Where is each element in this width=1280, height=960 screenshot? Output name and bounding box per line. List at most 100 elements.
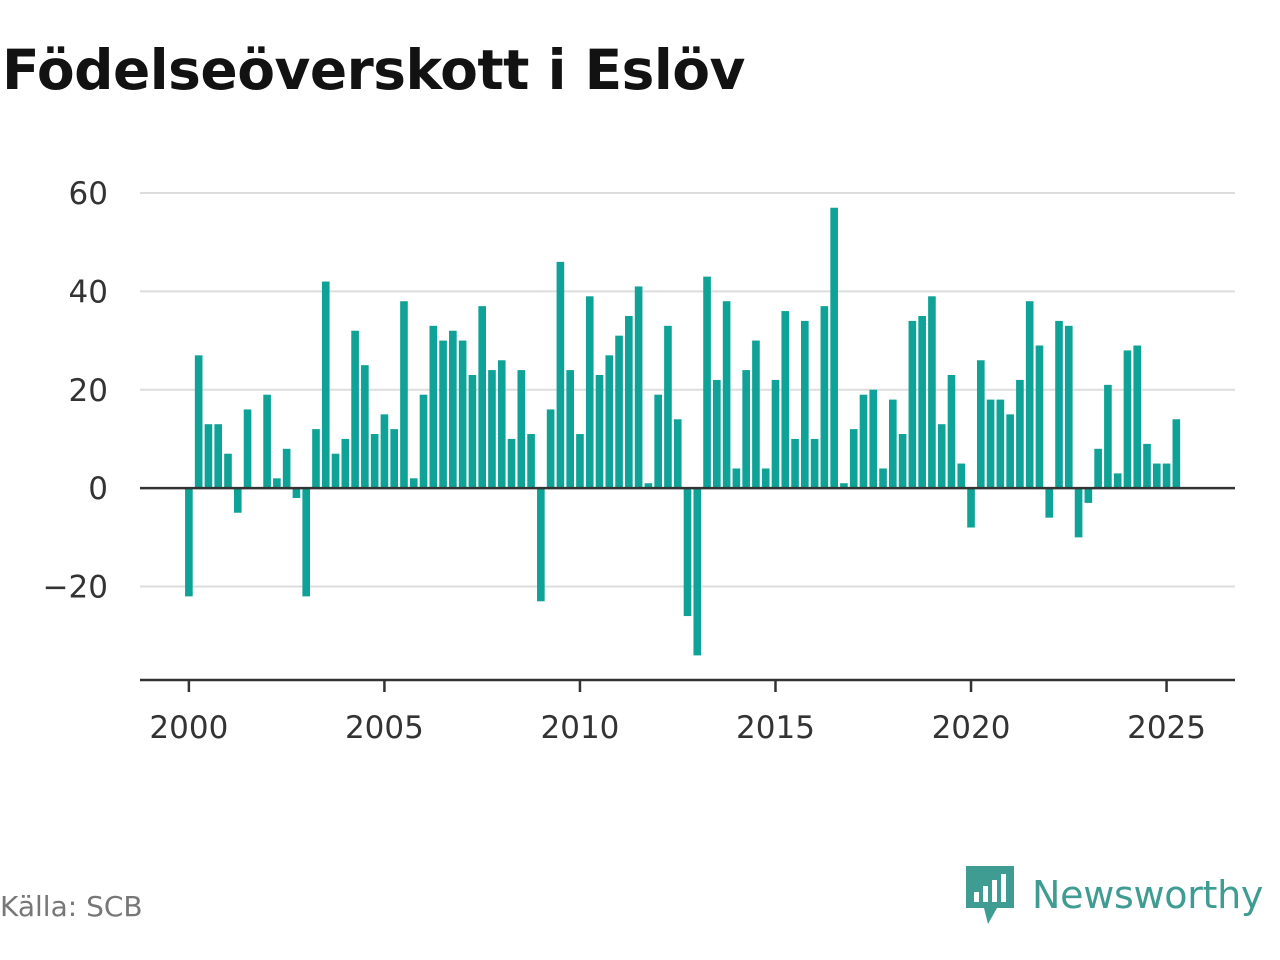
bar	[1055, 320, 1063, 489]
bar	[585, 296, 594, 489]
bar	[605, 355, 614, 489]
x-tick-label: 2015	[736, 710, 815, 746]
bar	[321, 281, 330, 489]
bar	[1006, 414, 1014, 489]
bar	[380, 414, 389, 489]
bar	[1035, 345, 1044, 489]
bar	[312, 429, 320, 489]
bars	[185, 207, 1181, 656]
bar	[869, 389, 878, 489]
bar	[351, 330, 359, 489]
bar	[771, 379, 780, 489]
bar	[439, 340, 447, 489]
bar	[1045, 488, 1054, 518]
bar	[400, 301, 408, 489]
bar	[566, 370, 574, 489]
bar	[752, 340, 760, 489]
bar	[879, 468, 887, 489]
bar	[507, 438, 516, 489]
bar	[331, 453, 340, 489]
bar	[918, 315, 926, 489]
bar	[497, 360, 506, 489]
bar	[957, 463, 966, 489]
y-tick-label: 60	[69, 176, 108, 212]
bar	[1104, 384, 1112, 489]
y-tick-label: −20	[43, 570, 108, 606]
bar	[370, 434, 379, 489]
newsworthy-logo-icon	[966, 866, 1014, 924]
brand-name: Newsworthy	[1032, 873, 1264, 917]
bar	[243, 409, 252, 489]
bar	[625, 315, 633, 489]
bar	[302, 488, 311, 597]
bar	[1133, 345, 1142, 489]
bar	[537, 488, 545, 602]
bar	[1084, 488, 1093, 503]
bar	[409, 478, 418, 489]
bar	[888, 399, 897, 489]
bar	[967, 488, 975, 528]
bar	[224, 453, 232, 489]
bar	[683, 488, 692, 617]
bar	[1074, 488, 1083, 538]
bar	[1123, 350, 1132, 489]
bar	[713, 379, 721, 489]
bar	[1016, 379, 1024, 489]
bar	[546, 409, 555, 489]
bar	[859, 394, 868, 489]
x-tick-label: 2020	[932, 710, 1011, 746]
bar	[1113, 473, 1122, 489]
bar	[1064, 325, 1073, 489]
bar	[644, 483, 653, 489]
bar	[429, 325, 438, 489]
bar	[517, 370, 526, 489]
bar	[204, 424, 213, 489]
bar	[673, 419, 682, 489]
bar	[595, 375, 604, 489]
bar	[527, 434, 535, 489]
bar	[654, 394, 662, 489]
bar	[185, 488, 193, 597]
bar	[664, 325, 672, 489]
bar	[801, 320, 809, 489]
source-note: Källa: SCB	[0, 890, 143, 923]
y-tick-label: 20	[69, 373, 108, 409]
bar	[233, 488, 242, 513]
bar	[849, 429, 858, 489]
bar	[263, 394, 271, 489]
bar	[282, 448, 291, 489]
bar	[576, 434, 584, 489]
bar	[292, 488, 301, 498]
bar	[986, 399, 995, 489]
bar	[361, 365, 369, 489]
bar	[1143, 443, 1151, 489]
bar	[1162, 463, 1171, 489]
y-tick-label: 0	[88, 471, 108, 507]
bar	[634, 286, 643, 489]
bar	[898, 434, 907, 489]
bar	[273, 478, 281, 489]
bar	[390, 429, 399, 489]
chart-title: Födelseöverskott i Eslöv	[2, 38, 745, 102]
x-tick-label: 2010	[541, 710, 620, 746]
tick-labels: 60 40 20 0 −20 2000 2005 2010 2015 2020 2025	[43, 176, 1206, 746]
bar	[468, 375, 477, 489]
bar	[908, 320, 917, 489]
x-tick-label: 2000	[149, 710, 228, 746]
brand-logo: Newsworthy	[964, 864, 1263, 926]
bar	[478, 306, 487, 489]
bar	[791, 438, 799, 489]
bar	[937, 424, 946, 489]
bar	[1172, 419, 1181, 489]
bar	[693, 488, 702, 656]
bar	[820, 306, 829, 489]
bar	[742, 370, 750, 489]
x-tick-label: 2005	[345, 710, 424, 746]
bar	[1025, 301, 1034, 489]
bar	[488, 370, 496, 489]
bar	[458, 340, 467, 489]
bar	[947, 375, 956, 489]
bar	[1094, 448, 1102, 489]
bar	[830, 207, 838, 489]
